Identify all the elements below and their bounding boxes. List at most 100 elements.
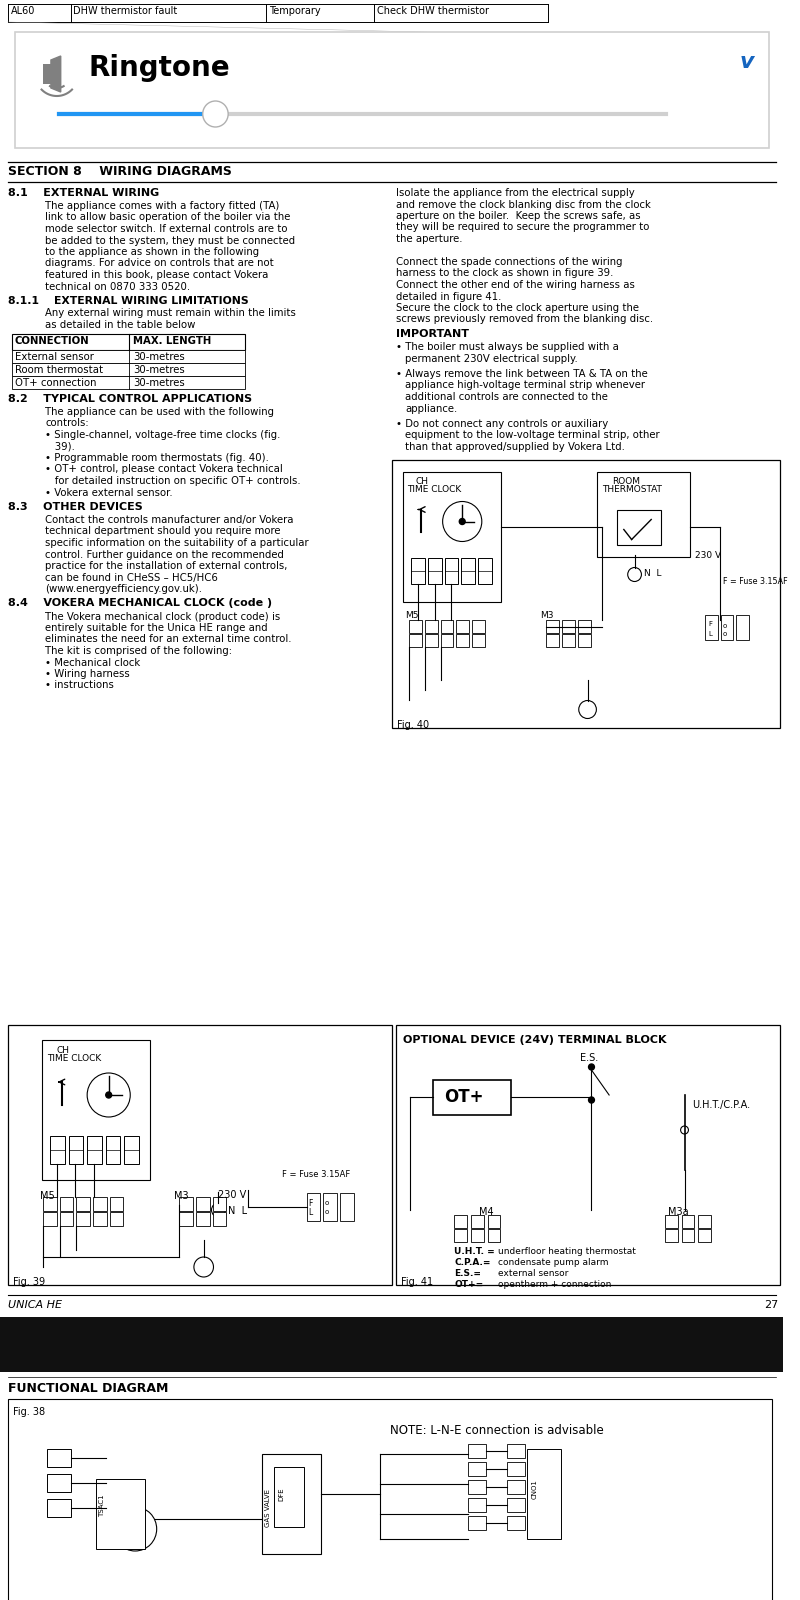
Text: Room thermostat: Room thermostat (14, 365, 103, 374)
Bar (507, 1443, 525, 1458)
Text: F: F (708, 621, 712, 627)
Text: The appliance comes with a factory fitted (TA): The appliance comes with a factory fitte… (45, 202, 279, 211)
Bar (60, 1213, 74, 1226)
Bar (472, 634, 485, 646)
Bar (124, 1136, 139, 1165)
Bar (682, 1214, 694, 1229)
Text: practice for the installation of external controls,: practice for the installation of externa… (45, 562, 287, 571)
Bar (12, 350, 245, 363)
Bar (705, 614, 718, 640)
Text: o: o (722, 622, 727, 629)
Bar (179, 1213, 193, 1226)
Text: U.H.T. =: U.H.T. = (454, 1246, 495, 1256)
Bar (12, 363, 245, 376)
Text: 230 V: 230 V (218, 1190, 246, 1200)
Bar (76, 1197, 90, 1211)
Text: 30-metres: 30-metres (133, 378, 185, 387)
Text: L: L (309, 1208, 313, 1218)
Text: control. Further guidance on the recommended: control. Further guidance on the recomme… (45, 549, 284, 560)
Text: technical on 0870 333 0520.: technical on 0870 333 0520. (45, 282, 190, 291)
Bar (60, 1197, 74, 1211)
Text: N  L: N L (228, 1206, 247, 1216)
Text: OT+: OT+ (445, 1088, 484, 1106)
Bar (562, 634, 575, 646)
Text: IMPORTANT: IMPORTANT (396, 330, 469, 339)
Text: F: F (309, 1198, 313, 1208)
Bar (110, 1197, 123, 1211)
Text: F = Fuse 3.15AF: F = Fuse 3.15AF (282, 1170, 350, 1179)
Bar (42, 1040, 150, 1181)
Text: mode selector switch. If external controls are to: mode selector switch. If external contro… (45, 224, 287, 234)
Text: UNICA HE: UNICA HE (8, 1299, 62, 1310)
Text: The Vokera mechanical clock (product code) is: The Vokera mechanical clock (product cod… (45, 611, 280, 621)
Text: M5: M5 (40, 1190, 55, 1202)
Text: CH: CH (415, 477, 428, 486)
Bar (488, 1229, 501, 1242)
Bar (12, 334, 245, 350)
Bar (425, 634, 438, 646)
Bar (665, 1229, 678, 1242)
Bar (478, 557, 491, 584)
Bar (179, 1197, 193, 1211)
Text: as detailed in the table below: as detailed in the table below (45, 320, 195, 330)
Circle shape (589, 1098, 594, 1102)
Text: can be found in CHeSS – HC5/HC6: can be found in CHeSS – HC5/HC6 (45, 573, 218, 582)
Bar (425, 619, 438, 632)
Text: v: v (739, 51, 754, 72)
Bar (445, 557, 458, 584)
Bar (507, 1462, 525, 1475)
Bar (471, 1214, 484, 1229)
Bar (468, 1517, 486, 1530)
Text: controls:: controls: (45, 419, 89, 429)
Bar (698, 1214, 711, 1229)
Bar (546, 619, 559, 632)
Bar (578, 619, 590, 632)
Text: C.P.A.=: C.P.A.= (454, 1258, 491, 1267)
Text: o: o (325, 1200, 330, 1206)
Text: Connect the spade connections of the wiring: Connect the spade connections of the wir… (396, 258, 622, 267)
Text: CH: CH (57, 1046, 70, 1054)
Text: Secure the clock to the clock aperture using the: Secure the clock to the clock aperture u… (396, 302, 638, 314)
Bar (471, 1229, 484, 1242)
Bar (93, 1213, 106, 1226)
Bar (69, 1136, 83, 1165)
Text: link to allow basic operation of the boiler via the: link to allow basic operation of the boi… (45, 213, 290, 222)
Text: FUNCTIONAL DIAGRAM: FUNCTIONAL DIAGRAM (8, 1382, 168, 1395)
Bar (213, 1197, 226, 1211)
Bar (456, 634, 469, 646)
Bar (737, 614, 749, 640)
Text: the aperture.: the aperture. (396, 234, 462, 243)
Text: be added to the system, they must be connected: be added to the system, they must be con… (45, 235, 295, 245)
Bar (665, 1214, 678, 1229)
Bar (110, 1213, 123, 1226)
Text: CONNECTION: CONNECTION (14, 336, 90, 346)
Text: additional controls are connected to the: additional controls are connected to the (406, 392, 608, 402)
Text: to the appliance as shown in the following: to the appliance as shown in the followi… (45, 246, 259, 258)
Text: M3: M3 (174, 1190, 189, 1202)
Text: 8.4    VOKERA MECHANICAL CLOCK (code ): 8.4 VOKERA MECHANICAL CLOCK (code ) (8, 598, 272, 608)
Text: • OT+ control, please contact Vokera technical: • OT+ control, please contact Vokera tec… (45, 464, 282, 475)
Bar (306, 1194, 320, 1221)
Text: Fig. 38: Fig. 38 (13, 1406, 45, 1418)
Bar (50, 1136, 65, 1165)
Text: DFE: DFE (278, 1486, 284, 1501)
Bar (93, 1197, 106, 1211)
Text: technical department should you require more: technical department should you require … (45, 526, 281, 536)
Bar (468, 1480, 486, 1494)
Text: M3a: M3a (668, 1206, 689, 1218)
Text: Any external wiring must remain within the limits: Any external wiring must remain within t… (45, 307, 296, 318)
Bar (8, 1398, 772, 1600)
Text: 30-metres: 30-metres (133, 365, 185, 374)
Text: detailed in figure 41.: detailed in figure 41. (396, 291, 501, 301)
Bar (47, 1499, 71, 1517)
Bar (454, 1229, 467, 1242)
Text: appliance.: appliance. (406, 403, 458, 413)
Bar (12, 376, 245, 389)
Bar (441, 634, 454, 646)
Bar (87, 1136, 102, 1165)
Polygon shape (51, 56, 61, 91)
Text: permanent 230V electrical supply.: permanent 230V electrical supply. (406, 354, 578, 363)
Bar (488, 1214, 501, 1229)
Bar (14, 32, 769, 149)
Text: • Do not connect any controls or auxiliary: • Do not connect any controls or auxilia… (396, 419, 608, 429)
